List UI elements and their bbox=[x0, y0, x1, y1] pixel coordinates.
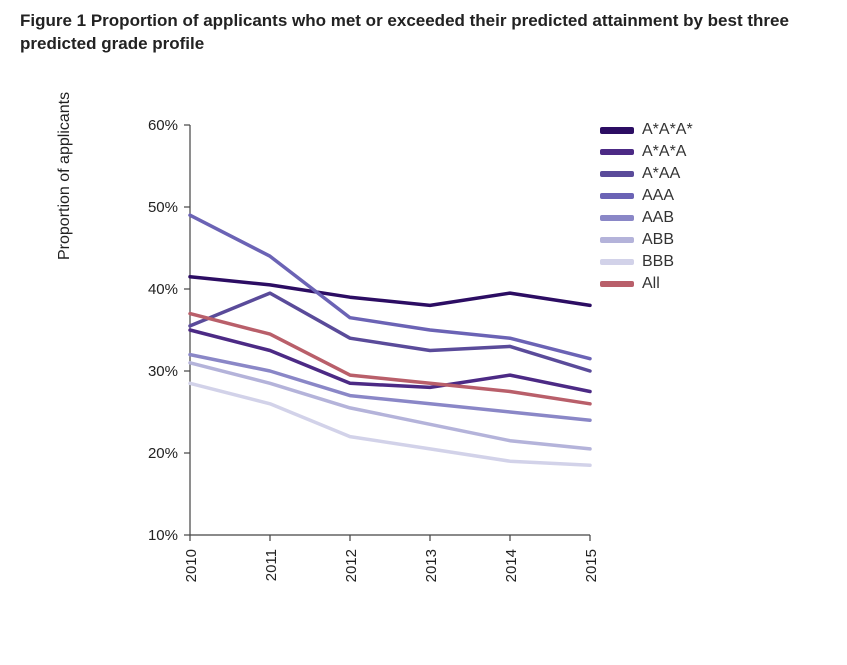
series-line-astarastara bbox=[190, 330, 590, 392]
legend-label: A*A*A bbox=[642, 143, 686, 161]
legend-swatch bbox=[600, 193, 634, 199]
y-tick-label: 10% bbox=[148, 527, 178, 544]
legend-label: All bbox=[642, 275, 660, 293]
figure-page: { "title": "Figure 1 Proportion of appli… bbox=[0, 0, 847, 665]
legend-label: AAA bbox=[642, 187, 674, 205]
legend-item: All bbox=[600, 274, 693, 294]
legend-swatch bbox=[600, 171, 634, 177]
legend-item: BBB bbox=[600, 252, 693, 272]
legend-item: ABB bbox=[600, 230, 693, 250]
series-line-abb bbox=[190, 363, 590, 449]
legend: A*A*A* A*A*A A*AA AAA AAB ABB BBB All bbox=[600, 120, 693, 296]
x-tick-label: 2014 bbox=[503, 549, 520, 582]
legend-item: AAA bbox=[600, 186, 693, 206]
legend-label: AAB bbox=[642, 209, 674, 227]
x-tick-label: 2015 bbox=[583, 549, 600, 582]
legend-item: A*A*A bbox=[600, 142, 693, 162]
legend-item: A*AA bbox=[600, 164, 693, 184]
series-line-all bbox=[190, 314, 590, 404]
x-tick-label: 2013 bbox=[423, 549, 440, 582]
legend-label: ABB bbox=[642, 231, 674, 249]
series-line-aab bbox=[190, 355, 590, 421]
x-tick-label: 2011 bbox=[263, 549, 280, 581]
legend-swatch bbox=[600, 237, 634, 243]
series-line-astaraa bbox=[190, 293, 590, 371]
x-tick-label: 2010 bbox=[183, 549, 200, 582]
legend-swatch bbox=[600, 215, 634, 221]
legend-label: A*AA bbox=[642, 165, 680, 183]
legend-label: BBB bbox=[642, 253, 674, 271]
legend-item: AAB bbox=[600, 208, 693, 228]
legend-swatch bbox=[600, 127, 634, 134]
figure-title: Figure 1 Proportion of applicants who me… bbox=[20, 10, 830, 56]
y-tick-label: 20% bbox=[148, 445, 178, 462]
legend-swatch bbox=[600, 281, 634, 287]
legend-swatch bbox=[600, 259, 634, 265]
y-tick-label: 60% bbox=[148, 117, 178, 134]
y-tick-label: 30% bbox=[148, 363, 178, 380]
series-line-aaa bbox=[190, 215, 590, 359]
x-tick-label: 2012 bbox=[343, 549, 360, 582]
line-chart: 10% 20% 30% 40% 50% 60% 2010 2011 2012 2013 2014 20… bbox=[40, 100, 820, 640]
y-tick-label: 50% bbox=[148, 199, 178, 216]
legend-label: A*A*A* bbox=[642, 121, 693, 139]
legend-item: A*A*A* bbox=[600, 120, 693, 140]
legend-swatch bbox=[600, 149, 634, 155]
y-tick-label: 40% bbox=[148, 281, 178, 298]
chart-container: 10% 20% 30% 40% 50% 60% 2010 2011 2012 2013 2014 20… bbox=[40, 100, 820, 640]
